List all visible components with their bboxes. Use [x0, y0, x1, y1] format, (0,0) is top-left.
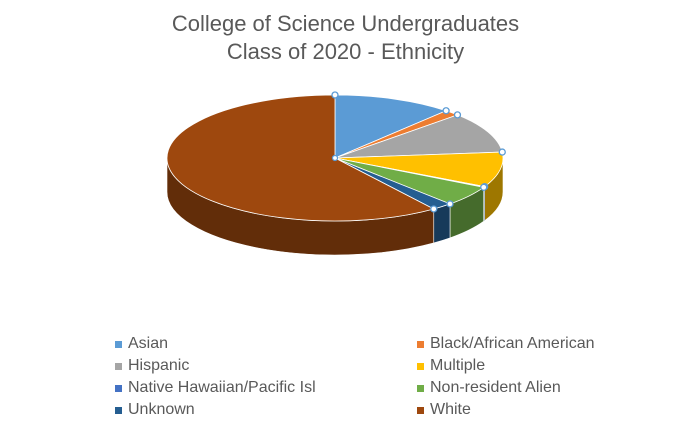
pie-slice-marker-3 — [498, 148, 506, 156]
legend-swatch — [417, 384, 424, 392]
legend-swatch — [115, 406, 122, 414]
legend-swatch — [115, 384, 122, 392]
pie-slice-marker-0 — [331, 91, 339, 99]
pie-markers — [331, 91, 506, 213]
legend-label: White — [430, 401, 471, 418]
pie-slice-marker-7 — [430, 205, 438, 213]
chart-title: College of Science Undergraduates Class … — [0, 10, 691, 66]
legend-item: Asian — [115, 333, 417, 355]
legend-item: Black/African American — [417, 333, 635, 355]
pie-slice-marker-1 — [442, 107, 450, 115]
legend-item: Unknown — [115, 399, 417, 421]
pie-slice-marker-6 — [446, 200, 454, 208]
legend-label: Non-resident Alien — [430, 379, 561, 396]
pie-slices — [166, 94, 504, 222]
pie-slice-7 — [166, 94, 435, 222]
legend-swatch — [115, 340, 122, 348]
legend-label: Multiple — [430, 357, 486, 374]
legend-swatch — [417, 406, 424, 414]
legend-label: Black/African American — [430, 335, 595, 352]
legend-label: Unknown — [128, 401, 195, 418]
pie-slice-marker-5 — [480, 183, 488, 191]
legend-swatch — [417, 362, 424, 370]
legend-label: Native Hawaiian/Pacific Isl — [128, 379, 316, 396]
pie-center-marker — [331, 154, 339, 162]
legend-swatch — [417, 340, 424, 348]
chart-title-line-1: College of Science Undergraduates — [171, 11, 520, 36]
chart-title-line-2: Class of 2020 - Ethnicity — [226, 39, 465, 64]
pie-slice-0 — [334, 94, 448, 159]
legend-item: Native Hawaiian/Pacific Isl — [115, 377, 417, 399]
legend-label: Asian — [128, 335, 169, 352]
legend-item: Hispanic — [115, 355, 417, 377]
legend-item: White — [417, 399, 635, 421]
legend-label: Hispanic — [128, 357, 190, 374]
legend: Asian Black/African American Hispanic Multi… — [115, 333, 635, 421]
legend-item: Non-resident Alien — [417, 377, 635, 399]
legend-item: Multiple — [417, 355, 635, 377]
pie-slice-marker-2 — [453, 111, 462, 119]
legend-swatch — [115, 362, 122, 370]
